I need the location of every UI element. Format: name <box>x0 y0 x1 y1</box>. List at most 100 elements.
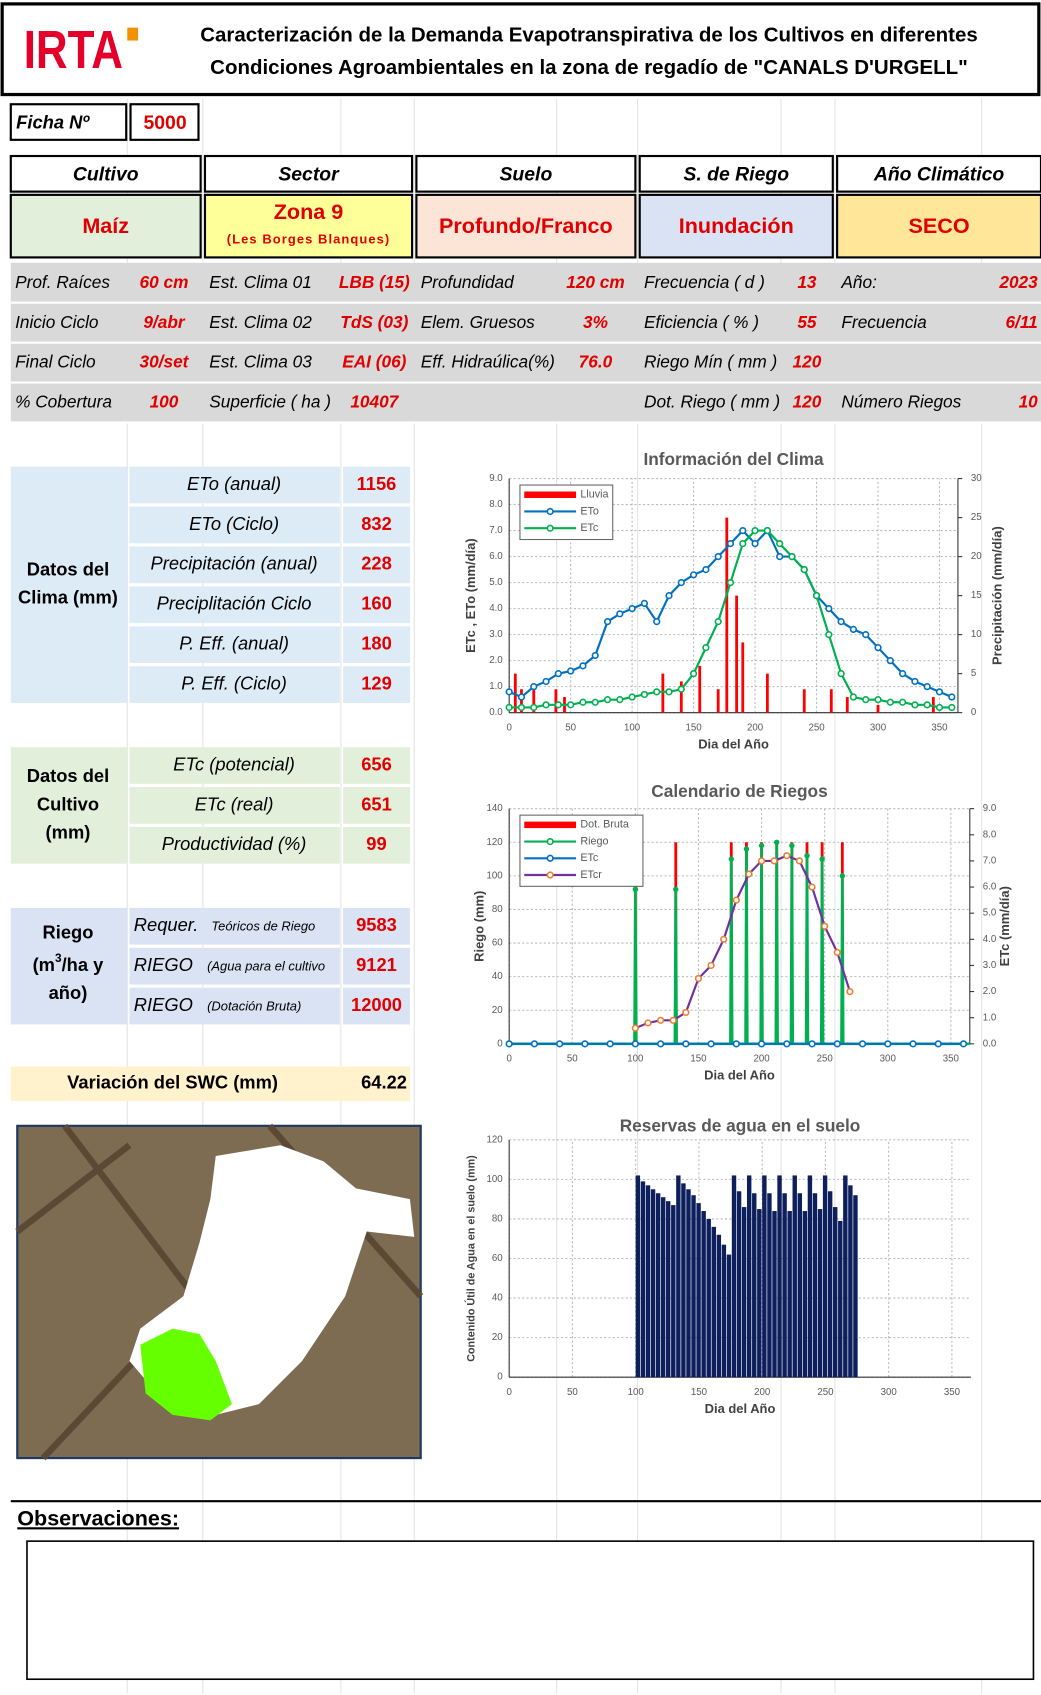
row-value: 9583 <box>356 914 397 935</box>
marker <box>814 593 820 599</box>
chart-title: Calendario de Riegos <box>651 781 827 801</box>
marker <box>683 1041 689 1047</box>
y-tick-label: 7.0 <box>489 525 503 536</box>
y-tick-label: 80 <box>492 904 503 915</box>
observaciones-label: Observaciones: <box>17 1505 179 1530</box>
marker <box>885 1041 891 1047</box>
x-tick-label: 100 <box>628 1387 645 1398</box>
block-label: año) <box>49 982 88 1003</box>
marker <box>592 699 598 705</box>
marker <box>752 541 758 547</box>
y-tick-label: 3.0 <box>489 629 503 640</box>
y2-tick-label: 5.0 <box>983 908 997 919</box>
row-value: 228 <box>361 553 392 574</box>
bar <box>712 1227 716 1377</box>
marker <box>826 606 832 612</box>
y-tick-label: 100 <box>487 1174 504 1185</box>
x-tick-label: 150 <box>690 1053 707 1064</box>
row-value: 1156 <box>357 473 397 494</box>
y-tick-label: 0 <box>497 1372 503 1383</box>
x-axis-label: Dia del Año <box>698 736 769 751</box>
block-label: Cultivo <box>37 793 99 814</box>
x-axis-label: Dia del Año <box>704 1068 775 1083</box>
row-value: 12000 <box>351 994 402 1015</box>
marker <box>863 697 869 703</box>
row-label: Precipitación (anual) <box>151 553 318 574</box>
marker <box>809 884 815 890</box>
y-tick-label: 8.0 <box>489 499 503 510</box>
bar <box>698 666 701 713</box>
title: Condiciones Agroambientales en la zona d… <box>210 56 968 79</box>
row-value: 9121 <box>356 954 397 975</box>
bar <box>757 1209 761 1377</box>
marker <box>629 606 635 612</box>
ficha-value: 5000 <box>143 112 186 134</box>
summary-value: SECO <box>909 213 970 238</box>
bar <box>793 1175 797 1377</box>
y-tick-label: 0 <box>497 1038 503 1049</box>
bar <box>762 1175 766 1377</box>
marker <box>691 572 697 578</box>
marker <box>759 843 764 848</box>
marker <box>658 1018 664 1024</box>
marker <box>826 632 832 638</box>
row-label: ETo (anual) <box>187 473 281 494</box>
row-label: ETc (real) <box>195 793 274 814</box>
row-value: 651 <box>361 793 392 814</box>
x-tick-label: 200 <box>753 1053 770 1064</box>
bar <box>798 1193 802 1377</box>
marker <box>900 671 906 677</box>
legend-swatch <box>524 492 576 498</box>
y-tick-label: 40 <box>492 971 503 982</box>
bar <box>717 1235 721 1377</box>
marker <box>519 694 525 700</box>
row-value: 180 <box>361 633 392 654</box>
header-box <box>2 4 1039 95</box>
marker <box>729 856 734 861</box>
marker <box>784 1041 790 1047</box>
block-label-part: (m <box>33 954 55 975</box>
marker <box>937 689 943 695</box>
marker <box>875 645 881 651</box>
marker <box>728 580 734 586</box>
bar <box>777 1175 781 1377</box>
bar <box>830 689 833 712</box>
bar <box>735 596 738 713</box>
marker <box>607 1041 613 1047</box>
param-label: Est. Clima 01 <box>209 272 312 292</box>
param-value: 76.0 <box>579 352 613 372</box>
bar <box>848 1185 852 1377</box>
marker <box>961 1041 967 1047</box>
x-tick-label: 300 <box>880 1053 897 1064</box>
y2-tick-label: 10 <box>971 629 982 640</box>
marker <box>629 694 635 700</box>
row-value: 160 <box>361 593 392 614</box>
y2-tick-label: 0 <box>971 707 977 718</box>
y-tick-label: 100 <box>487 870 504 881</box>
marker <box>809 1041 815 1047</box>
bar <box>803 1211 807 1377</box>
param-label: Inicio Ciclo <box>15 312 99 332</box>
bar <box>661 1197 665 1377</box>
marker <box>519 705 525 711</box>
y-tick-label: 120 <box>487 1134 504 1145</box>
block-label: Riego <box>43 922 94 943</box>
bar <box>741 642 744 712</box>
marker <box>703 567 709 573</box>
bar <box>853 1195 857 1377</box>
row-value: 129 <box>361 672 392 693</box>
legend-label: ETc <box>580 522 599 534</box>
x-tick-label: 250 <box>817 1387 834 1398</box>
bar <box>742 1207 746 1377</box>
marker <box>789 554 795 560</box>
row-note: (Agua para el cultivo <box>207 959 325 974</box>
x-tick-label: 0 <box>506 1387 512 1398</box>
marker <box>937 705 943 711</box>
x-tick-label: 100 <box>624 722 641 733</box>
row-label: Preciplitación Ciclo <box>157 593 312 614</box>
marker <box>728 541 734 547</box>
bar <box>717 689 720 712</box>
x-tick-label: 300 <box>870 722 887 733</box>
bar <box>737 1191 741 1377</box>
y2-axis-label: ETc (mm/día) <box>997 886 1012 966</box>
